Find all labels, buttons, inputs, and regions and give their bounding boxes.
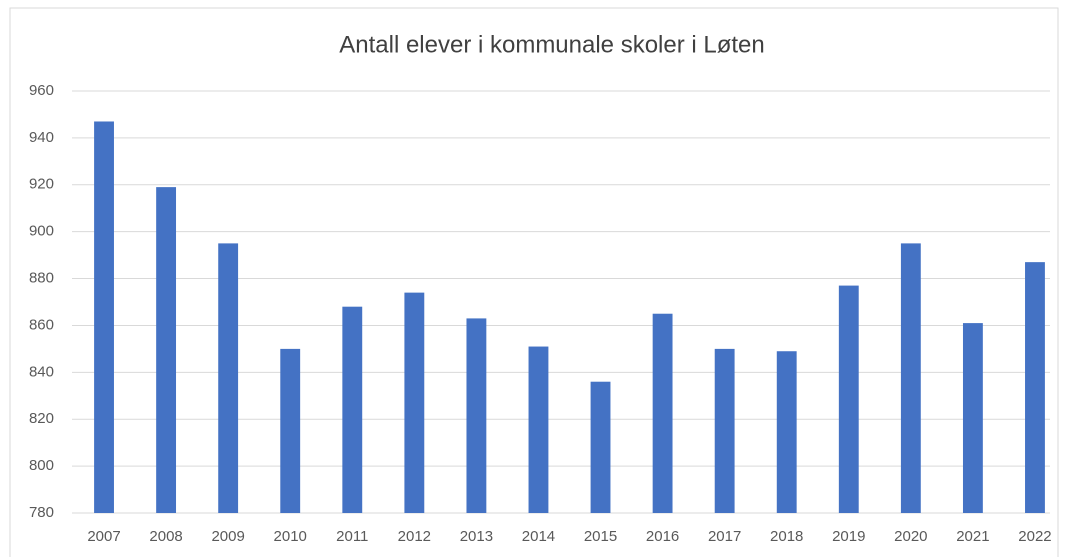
y-tick-label: 900 (29, 223, 54, 240)
bar (218, 243, 239, 513)
y-tick-label: 780 (29, 504, 54, 521)
chart-title: Antall elever i kommunale skoler i Løten (339, 31, 765, 58)
bar (94, 121, 114, 513)
y-tick-label: 960 (29, 82, 54, 99)
bar (466, 318, 487, 513)
x-tick-label: 2020 (894, 528, 927, 545)
x-tick-label: 2009 (211, 528, 244, 545)
x-tick-label: 2017 (708, 528, 741, 545)
x-tick-label: 2016 (646, 528, 679, 545)
x-tick-label: 2014 (522, 528, 555, 545)
bar (590, 381, 611, 513)
bar (528, 346, 549, 513)
y-tick-label: 800 (29, 457, 54, 474)
y-tick-label: 940 (29, 129, 54, 146)
bar (900, 243, 921, 513)
bar (280, 348, 301, 513)
bar (838, 285, 859, 513)
x-tick-label: 2007 (87, 528, 120, 545)
bar (1025, 262, 1045, 513)
bar (962, 323, 983, 513)
bar (652, 313, 673, 513)
bar (404, 292, 425, 513)
x-tick-label: 2019 (832, 528, 865, 545)
bar (342, 306, 363, 513)
y-tick-label: 840 (29, 363, 54, 380)
chart-frame (9, 7, 1059, 557)
bar (714, 348, 735, 513)
x-tick-label: 2015 (584, 528, 617, 545)
y-tick-label: 860 (29, 316, 54, 333)
bar (156, 187, 177, 513)
x-tick-label: 2008 (149, 528, 182, 545)
y-tick-label: 820 (29, 410, 54, 427)
y-tick-label: 920 (29, 176, 54, 193)
bar (776, 351, 797, 513)
x-tick-label: 2010 (274, 528, 307, 545)
x-tick-label: 2021 (956, 528, 989, 545)
x-tick-label: 2013 (460, 528, 493, 545)
x-tick-label: 2022 (1018, 528, 1051, 545)
x-tick-label: 2018 (770, 528, 803, 545)
y-tick-label: 880 (29, 270, 54, 287)
x-tick-label: 2012 (398, 528, 431, 545)
x-tick-label: 2011 (336, 528, 368, 545)
